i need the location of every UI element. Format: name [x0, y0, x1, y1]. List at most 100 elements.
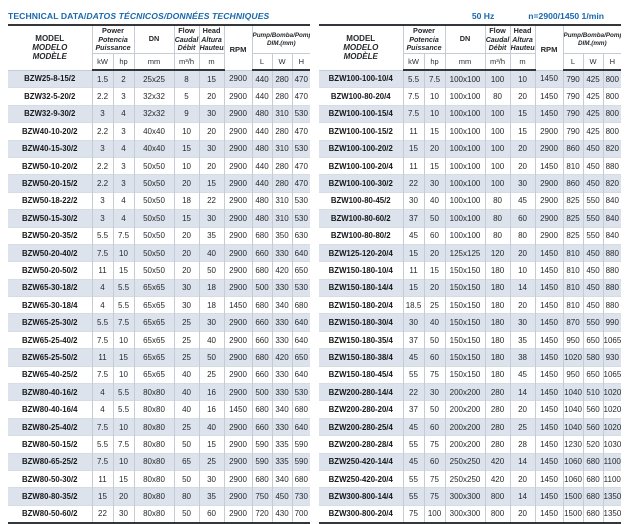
value-cell: 450 [271, 487, 293, 506]
value-cell: 75 [423, 487, 446, 506]
unit-dim-l: L [251, 53, 273, 71]
table-row: BZW50-10-20/2 2.2 3 50x50 10 20 2900 440 280 470 [8, 156, 311, 175]
value-cell: 80x80 [133, 504, 175, 524]
value-cell: 15 [198, 435, 225, 454]
value-cell: 1065 [602, 365, 622, 384]
value-cell: 10 [509, 261, 536, 280]
value-cell: 825 [562, 226, 584, 245]
value-cell: 100 [484, 122, 511, 141]
value-cell: 2900 [223, 87, 253, 106]
value-cell: 65x65 [133, 278, 175, 297]
value-cell: 20 [509, 156, 536, 175]
model-cell: BZW80-40-16/2 [8, 383, 93, 401]
value-cell: 640 [291, 313, 311, 332]
value-cell: 150x150 [444, 261, 486, 280]
value-cell: 880 [602, 296, 622, 314]
value-cell: 20 [509, 504, 536, 524]
value-cell: 80 [484, 191, 511, 210]
table-row: BZW100-80-60/2 37 50 100x100 80 60 2900 825 550 8… [319, 209, 622, 228]
value-cell: 810 [562, 278, 584, 297]
value-cell: 1040 [562, 383, 584, 401]
value-cell: 25 [173, 313, 200, 332]
value-cell: 30 [198, 313, 225, 332]
value-cell: 100x100 [444, 104, 486, 123]
value-cell: 810 [562, 243, 584, 262]
value-cell: 2900 [223, 348, 253, 367]
value-cell: 660 [251, 365, 273, 384]
value-cell: 860 [562, 174, 584, 193]
value-cell: 2900 [223, 139, 253, 158]
unit-kw: kW [92, 53, 114, 71]
value-cell: 5 [173, 87, 200, 106]
model-cell: BZW40-15-30/2 [8, 139, 93, 158]
model-cell: BZW200-280-20/4 [319, 400, 404, 419]
value-cell: 60 [198, 504, 225, 524]
value-cell: 22 [91, 504, 114, 524]
value-cell: 15 [198, 174, 225, 193]
model-cell: BZW25-8-15/2 [8, 69, 93, 88]
model-cell: BZW100-100-10/4 [319, 69, 404, 88]
value-cell: 15 [509, 122, 536, 141]
value-cell: 200x200 [444, 417, 486, 436]
value-cell: 680 [251, 400, 273, 419]
value-cell: 5.5 [91, 313, 114, 332]
value-cell: 310 [271, 139, 293, 158]
value-cell: 660 [251, 330, 273, 349]
value-cell: 335 [271, 452, 293, 471]
unit-head: m [198, 53, 225, 71]
model-cell: BZW100-100-15/2 [319, 122, 404, 141]
value-cell: 50x50 [133, 156, 175, 175]
value-cell: 480 [251, 191, 273, 210]
value-cell: 22 [198, 191, 225, 210]
value-cell: 35 [198, 487, 225, 506]
value-cell: 5.5 [112, 383, 135, 401]
value-cell: 650 [291, 261, 311, 280]
value-cell: 30 [198, 469, 225, 488]
value-cell: 5.5 [402, 69, 425, 88]
value-cell: 1230 [562, 435, 584, 454]
model-cell: BZW50-10-20/2 [8, 156, 93, 175]
value-cell: 280 [271, 156, 293, 175]
value-cell: 200x200 [444, 435, 486, 454]
model-cell: BZW150-180-10/4 [319, 261, 404, 280]
value-cell: 10 [112, 330, 135, 349]
table-row: BZW80-40-16/4 4 5.5 80x80 40 16 1450 680 340 680 [8, 400, 311, 419]
value-cell: 1040 [562, 417, 584, 436]
value-cell: 425 [582, 122, 604, 141]
table-row: BZW150-180-45/4 55 75 150x150 180 45 1450 950 65… [319, 365, 622, 384]
value-cell: 25x25 [133, 69, 175, 88]
value-cell: 1450 [534, 296, 564, 314]
value-cell: 15 [198, 69, 225, 88]
value-cell: 470 [291, 87, 311, 106]
value-cell: 680 [582, 469, 604, 488]
value-cell: 50 [173, 469, 200, 488]
value-cell: 2900 [223, 69, 253, 88]
value-cell: 40 [198, 243, 225, 262]
value-cell: 7.5 [423, 69, 446, 88]
value-cell: 45 [402, 417, 425, 436]
value-cell: 14 [509, 487, 536, 506]
value-cell: 530 [291, 191, 311, 210]
model-cell: BZW200-280-28/4 [319, 435, 404, 454]
table-row: BZW100-80-80/2 45 60 100x100 80 80 2900 825 550 8… [319, 226, 622, 245]
value-cell: 150x150 [444, 330, 486, 349]
value-cell: 75 [423, 435, 446, 454]
value-cell: 20 [173, 226, 200, 245]
value-cell: 10 [112, 417, 135, 436]
value-cell: 340 [271, 469, 293, 488]
unit-dim-l: L [562, 53, 584, 71]
value-cell: 2900 [223, 278, 253, 297]
value-cell: 65x65 [133, 365, 175, 384]
model-cell: BZW80-50-15/2 [8, 435, 93, 454]
value-cell: 590 [291, 435, 311, 454]
value-cell: 1450 [534, 156, 564, 175]
page-title-intl: DATOS TÉCNICOS/DONNÉES TECHNIQUES [86, 11, 270, 21]
value-cell: 20 [198, 122, 225, 141]
value-cell: 20 [509, 243, 536, 262]
value-cell: 480 [251, 209, 273, 228]
table-row: BZW40-15-30/2 3 4 40x40 15 30 2900 480 310 530 [8, 139, 311, 158]
value-cell: 40x40 [133, 122, 175, 141]
value-cell: 790 [562, 87, 584, 106]
value-cell: 25 [509, 417, 536, 436]
table-header: MODEL MODELO MODÈLE Power Potencia Puiss… [319, 25, 622, 71]
